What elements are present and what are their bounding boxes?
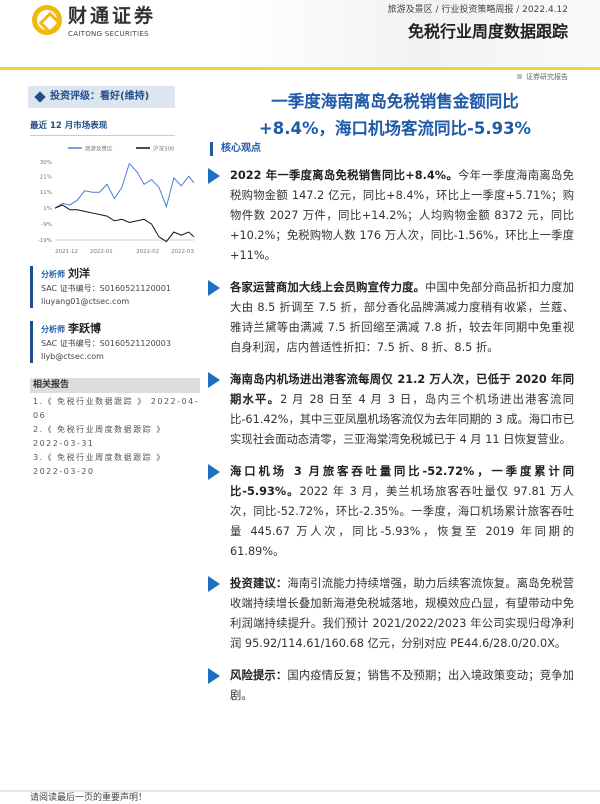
paragraph-text: 2 月 28 日至 4 月 3 日，岛内三个机场进出港客流同比-61.42%，其… xyxy=(230,393,574,446)
paragraph-lead: 各家运营商加大线上会员购宣传力度。 xyxy=(230,281,426,294)
related-report-item[interactable]: 2.《 免税行业周度数据跟踪 》 2022-03-31 xyxy=(33,425,166,448)
analyst-role: 分析师 xyxy=(41,270,65,279)
paragraph: 海口机场 3 月旅客吞吐量同比-52.72%，一季度累计同比-5.93%。202… xyxy=(208,462,574,562)
analyst-sac: SAC 证书编号：S0160521120001 xyxy=(41,284,171,293)
title-line-2: +8.4%，海口机场客流同比-5.93% xyxy=(258,119,532,138)
series-line xyxy=(54,204,195,243)
y-tick-label: -19% xyxy=(38,238,52,244)
y-tick-label: -9% xyxy=(41,222,52,228)
paragraph-text: 国内疫情反复；销售不及预期；出入境政策变动；竞争加剧。 xyxy=(230,669,574,702)
main-title: 一季度海南离岛免税销售金额同比 +8.4%，海口机场客流同比-5.93% xyxy=(200,88,590,142)
paragraph-lead: 投资建议： xyxy=(230,577,288,590)
paragraph-text: 2022 年 3 月，美兰机场旅客吞吐量仅 97.81 万人次，同比-52.72… xyxy=(230,485,574,558)
analyst-email[interactable]: liyb@ctsec.com xyxy=(41,352,104,361)
related-report-item[interactable]: 3.《 免税行业周度数据跟踪 》 2022-03-20 xyxy=(33,453,166,476)
y-tick-label: 30% xyxy=(40,160,52,166)
arrow-bullet-icon xyxy=(208,464,220,480)
core-views-body: 2022 年一季度离岛免税销售同比+8.4%。今年一季度海南离岛免税购物金额 1… xyxy=(208,166,574,718)
document-title: 免税行业周度数据跟踪 xyxy=(407,22,568,41)
arrow-bullet-icon xyxy=(208,576,220,592)
legend-label: 旅游及景区 xyxy=(85,145,113,153)
paragraph-lead: 海南岛内机场进出港客流每周仅 21.2 万人次，已低于 2020 年同期水平。 xyxy=(230,373,574,406)
header-divider xyxy=(0,67,600,70)
analyst-card: 分析师 李跃博 SAC 证书编号：S0160521120003 liyb@ctse… xyxy=(30,321,195,363)
report-type: 证券研究报告 xyxy=(517,72,568,82)
arrow-bullet-icon xyxy=(208,280,220,296)
footer-notice: 请阅读最后一页的重要声明！ xyxy=(30,793,148,803)
y-tick-label: 1% xyxy=(43,206,52,212)
paragraph-lead: 海口机场 3 月旅客吞吐量同比-52.72%，一季度累计同比-5.93%。 xyxy=(230,465,574,498)
paragraph: 海南岛内机场进出港客流每周仅 21.2 万人次，已低于 2020 年同期水平。2… xyxy=(208,370,574,450)
paragraph-text: 今年一季度海南离岛免税购物金额 147.2 亿元，同比+8.4%，环比上一季度+… xyxy=(230,169,574,262)
paragraph: 风险提示：国内疫情反复；销售不及预期；出入境政策变动；竞争加剧。 xyxy=(208,666,574,706)
logo-text: 财通证券 xyxy=(68,5,157,27)
paragraph: 投资建议：海南引流能力持续增强，助力后续客流恢复。离岛免税营收端持续增长叠加新海… xyxy=(208,574,574,654)
analyst-name: 李跃博 xyxy=(68,322,101,335)
paragraph-text: 中国中免部分商品折扣力度加大由 8.5 折调至 7.5 折，部分香化品牌满减力度… xyxy=(230,281,574,354)
analyst-email[interactable]: liuyang01@ctsec.com xyxy=(41,297,130,306)
arrow-bullet-icon xyxy=(208,668,220,684)
caitong-logo-icon xyxy=(32,5,62,35)
related-report-item[interactable]: 1.《 免税行业数据跟踪 》 2022-04-06 xyxy=(33,397,200,420)
series-line xyxy=(54,162,195,209)
x-tick-label: 2022-02 xyxy=(136,249,159,255)
analyst-name: 刘洋 xyxy=(68,267,90,280)
market-performance-chart: 旅游及景区 沪深300 30% 21% 11% 1% -9% -19%2021-12 2022-… xyxy=(38,145,195,256)
related-reports: 相关报告 1.《 免税行业数据跟踪 》 2022-04-06 2.《 免税行业周… xyxy=(30,378,200,479)
title-line-1: 一季度海南离岛免税销售金额同比 xyxy=(271,92,519,111)
core-views-heading: 核心观点 xyxy=(210,142,261,156)
y-tick-label: 11% xyxy=(40,190,52,196)
analyst-card: 分析师 刘洋 SAC 证书编号：S0160521120001 liuyang01@… xyxy=(30,266,195,308)
paragraph-lead: 风险提示： xyxy=(230,669,288,682)
footer-divider xyxy=(0,790,600,792)
paragraph: 各家运营商加大线上会员购宣传力度。中国中免部分商品折扣力度加大由 8.5 折调至… xyxy=(208,278,574,358)
x-tick-label: 2022-01 xyxy=(90,249,113,255)
x-tick-label: 2022-03 xyxy=(171,249,194,255)
market-performance-title: 最近 12 月市场表现 xyxy=(30,121,175,136)
breadcrumb: 旅游及景区 / 行业投资策略周报 / 2022.4.12 xyxy=(387,5,568,15)
paragraph: 2022 年一季度离岛免税销售同比+8.4%。今年一季度海南离岛免税购物金额 1… xyxy=(208,166,574,266)
paragraph-text: 海南引流能力持续增强，助力后续客流恢复。离岛免税营收端持续增长叠加新海港免税城落… xyxy=(230,577,574,650)
x-tick-label: 2021-12 xyxy=(55,249,78,255)
analyst-sac: SAC 证书编号：S0160521120003 xyxy=(41,339,171,348)
y-tick-label: 21% xyxy=(40,174,52,180)
legend-label: 沪深300 xyxy=(153,145,175,153)
logo-subtext: CAITONG SECURITIES xyxy=(68,30,149,38)
paragraph-lead: 2022 年一季度离岛免税销售同比+8.4%。 xyxy=(230,169,459,182)
page-header xyxy=(0,0,600,68)
related-reports-title: 相关报告 xyxy=(30,378,200,393)
rating-box: 投资评级：看好(维持) xyxy=(28,86,175,108)
arrow-bullet-icon xyxy=(208,168,220,184)
analyst-role: 分析师 xyxy=(41,325,65,334)
arrow-bullet-icon xyxy=(208,372,220,388)
